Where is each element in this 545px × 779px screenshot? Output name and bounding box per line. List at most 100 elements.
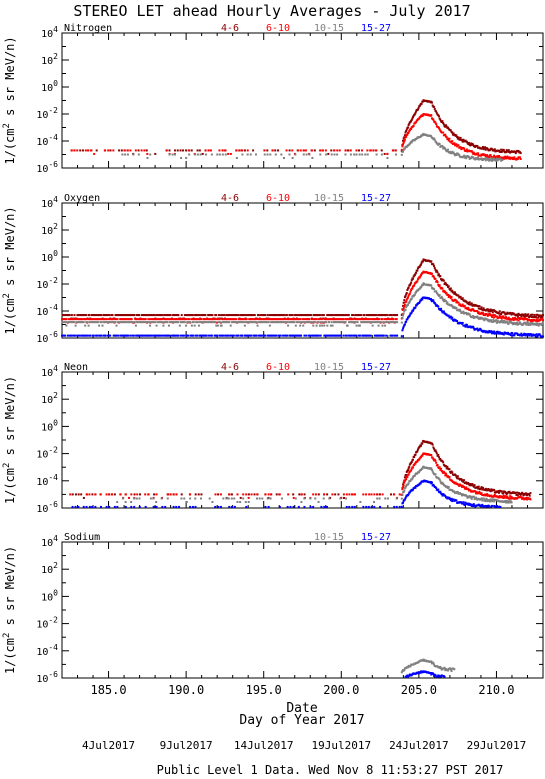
data-point — [180, 157, 183, 160]
data-point — [403, 136, 406, 139]
data-point — [340, 318, 343, 321]
data-point — [294, 497, 297, 500]
data-point — [310, 149, 313, 152]
data-point — [244, 334, 247, 337]
data-point — [525, 323, 528, 326]
data-point — [542, 323, 544, 326]
data-point — [402, 486, 405, 489]
data-point — [481, 147, 484, 150]
data-point — [285, 314, 288, 317]
data-point — [62, 334, 65, 337]
data-point — [124, 505, 127, 508]
data-point — [525, 333, 528, 336]
data-point — [349, 153, 352, 156]
data-point — [442, 298, 445, 301]
data-point — [408, 491, 411, 494]
data-point — [241, 321, 244, 324]
data-point — [479, 312, 482, 315]
x-tick-label: 210.0 — [478, 683, 514, 697]
data-point — [175, 334, 178, 337]
data-point — [61, 318, 64, 321]
data-point — [413, 274, 416, 277]
data-point — [345, 314, 348, 317]
data-point — [491, 330, 494, 333]
data-point — [448, 287, 451, 290]
data-point — [525, 492, 528, 495]
data-point — [405, 320, 408, 323]
data-point — [204, 334, 207, 337]
data-point — [355, 334, 358, 337]
data-point — [432, 263, 435, 266]
data-point — [511, 332, 514, 335]
data-point — [413, 139, 416, 142]
data-point — [243, 318, 246, 321]
data-point — [168, 149, 171, 152]
data-point — [243, 324, 246, 327]
data-point — [167, 318, 170, 321]
data-point — [292, 496, 295, 499]
data-point — [385, 334, 388, 337]
data-point — [470, 150, 473, 153]
data-point — [218, 318, 221, 321]
data-point — [474, 145, 477, 148]
data-point — [272, 318, 275, 321]
data-point — [415, 304, 418, 307]
data-point — [317, 501, 320, 504]
data-point — [261, 321, 264, 324]
data-point — [384, 324, 387, 327]
data-point — [441, 470, 444, 473]
data-point — [80, 334, 83, 337]
data-point — [407, 473, 410, 476]
data-point — [183, 321, 186, 324]
data-point — [434, 268, 437, 271]
data-point — [509, 497, 512, 500]
data-point — [302, 324, 305, 327]
data-point — [479, 154, 482, 157]
data-point — [224, 334, 227, 337]
data-point — [491, 500, 494, 503]
data-point — [493, 493, 496, 496]
data-point — [180, 493, 183, 496]
data-point — [247, 493, 250, 496]
data-point — [465, 301, 468, 304]
data-point — [492, 318, 495, 321]
data-point — [434, 473, 437, 476]
data-point — [516, 313, 519, 316]
y-tick-label: 102 — [41, 561, 58, 576]
data-point — [300, 493, 303, 496]
data-point — [74, 318, 77, 321]
data-point — [479, 316, 482, 319]
data-point — [433, 137, 436, 140]
data-point — [420, 456, 423, 459]
data-point — [304, 321, 307, 324]
data-point — [161, 314, 164, 317]
data-point — [527, 313, 530, 316]
data-point — [286, 505, 289, 508]
legend-10-15: 10-15 — [314, 362, 344, 373]
data-point — [404, 486, 407, 489]
data-point — [135, 334, 138, 337]
data-point — [420, 261, 423, 264]
data-point — [326, 324, 329, 327]
data-point — [490, 314, 493, 317]
data-point — [115, 318, 118, 321]
data-point — [459, 295, 462, 298]
data-point — [205, 318, 208, 321]
data-point — [402, 500, 405, 503]
data-point — [402, 148, 405, 151]
data-point — [305, 334, 308, 337]
y-axis-label: 1/(cm2 s sr MeV/n) — [2, 206, 17, 334]
data-point — [187, 321, 190, 324]
data-point — [366, 334, 369, 337]
data-point — [283, 157, 286, 160]
data-point — [500, 321, 503, 324]
data-point — [454, 291, 457, 294]
data-point — [314, 497, 317, 500]
data-point — [257, 314, 260, 317]
data-point — [472, 156, 475, 159]
data-point — [291, 157, 294, 160]
data-point — [474, 490, 477, 493]
data-point — [410, 279, 413, 282]
data-point — [149, 324, 152, 327]
data-point — [369, 314, 372, 317]
